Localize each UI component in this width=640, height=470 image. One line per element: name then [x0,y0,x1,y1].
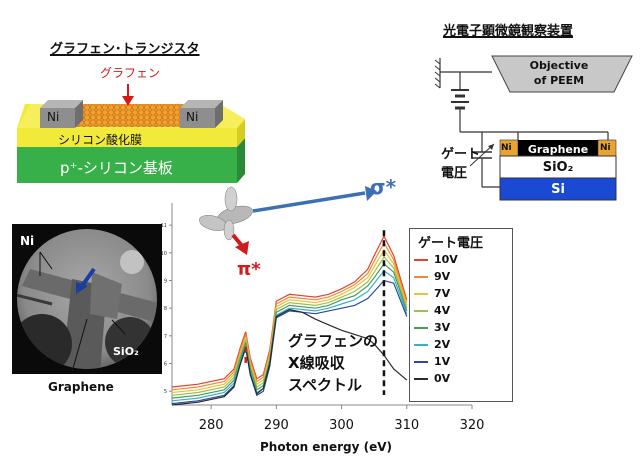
legend-swatch [414,360,428,363]
legend-swatch [414,377,428,380]
legend-label: 1V [434,355,451,368]
legend-label: 0V [434,372,451,385]
gate-voltage-label-line1: ゲート [441,147,481,162]
peem-title: 光電子顕微鏡観察装置 [443,24,574,39]
legend-swatch [414,343,428,346]
legend-item: 10V [410,251,512,268]
chart-legend: ゲート電圧 10V 9V 7V 4V 3V 2V 1V 0V [409,228,513,402]
pi-star-label: π* [237,259,261,280]
y-tick-label: 5 [164,389,167,395]
spectrum-caption-line1: グラフェンの [288,332,379,350]
y-tick-label: 8 [164,306,167,312]
legend-label: 10V [434,253,458,266]
spectrum-caption-line3: スペクトル [288,376,362,394]
graphene-transistor-diagram [17,84,245,183]
substrate-label: p⁺-シリコン基板 [60,159,173,177]
legend-label: 3V [434,321,451,334]
legend-swatch [414,326,428,329]
substrate-side [237,138,245,183]
ni-pointer-line [39,251,53,270]
peem-micrograph [12,224,162,374]
legend-label: 4V [434,304,451,317]
orbital-illustration [199,186,377,255]
objective-label-line2: of PEEM [533,74,585,87]
si-layer [499,177,617,201]
oxide-side [237,119,245,147]
legend-item: 9V [410,268,512,285]
ni-right-electrode [180,108,215,128]
y-tick-label: 9 [164,278,167,284]
micrograph-graphene-label: Graphene [48,380,114,394]
sio2-layer-label: SiO₂ [542,160,574,175]
legend-swatch [414,292,428,295]
y-tick-label: 11 [161,223,167,229]
legend-swatch [414,309,428,312]
micrograph-sio2-label: SiO₂ [113,345,139,358]
series-line-4V [171,256,408,396]
graphene-sheet [70,104,195,112]
peem-circuit-diagram [434,55,633,201]
ni-left-electrode [40,108,75,128]
ni-left-label: Ni [47,110,60,124]
oxide-front [17,128,237,147]
x-tick-label: 320 [460,418,485,433]
legend-title: ゲート電圧 [418,236,484,251]
y-tick-label: 7 [164,334,167,340]
blue-pointer-arrow [80,267,96,288]
peem-ni-right-label: Ni [600,143,611,153]
x-tick-label: 310 [394,418,419,433]
series-line-10V [171,234,408,388]
series-line-2V [171,269,408,402]
x-tick-label: 280 [199,418,224,433]
sigma-arrow [252,191,366,213]
legend-item: 3V [410,319,512,336]
legend-item: 4V [410,302,512,319]
x-tick-label: 300 [329,418,354,433]
legend-item: 0V [410,370,512,387]
legend-label: 9V [434,270,451,283]
legend-label: 7V [434,287,451,300]
series-line-9V [171,241,408,391]
transistor-title: グラフェン･トランジスタ [50,42,200,57]
legend-swatch [414,275,428,278]
y-tick-label: 6 [164,361,167,367]
objective-trapezoid [491,55,633,93]
oxide-label: シリコン酸化膜 [58,133,143,147]
sio2-pointer-line [111,319,126,335]
peem-ni-left-label: Ni [501,143,512,153]
spectrum-caption-line2: X線吸収 [288,354,345,372]
si-layer-label: Si [551,182,565,197]
gate-voltage-label-line2: 電圧 [441,166,468,181]
graphene-layer [518,140,598,156]
peem-graphene-label: Graphene [527,143,589,156]
legend-items: 10V 9V 7V 4V 3V 2V 1V 0V [410,251,512,387]
substrate-front [17,147,237,183]
legend-label: 2V [434,338,451,351]
graphene-pointer-line [71,318,88,373]
graphene-label: グラフェン [100,66,161,80]
series-line-3V [171,263,408,399]
series-line-0V [171,308,408,406]
micrograph-ni-label: Ni [20,234,35,248]
legend-swatch [414,258,428,261]
ni-right-label: Ni [186,110,199,124]
y-tick-label: 10 [161,251,167,257]
x-axis-label: Photon energy (eV) [260,440,393,454]
graphene-pointer-arrow [122,96,134,106]
legend-item: 7V [410,285,512,302]
legend-item: 1V [410,353,512,370]
objective-label-line1: Objective [529,59,589,72]
series-line-7V [171,248,408,394]
sigma-star-label: σ* [370,175,397,199]
x-tick-label: 290 [264,418,289,433]
legend-item: 2V [410,336,512,353]
